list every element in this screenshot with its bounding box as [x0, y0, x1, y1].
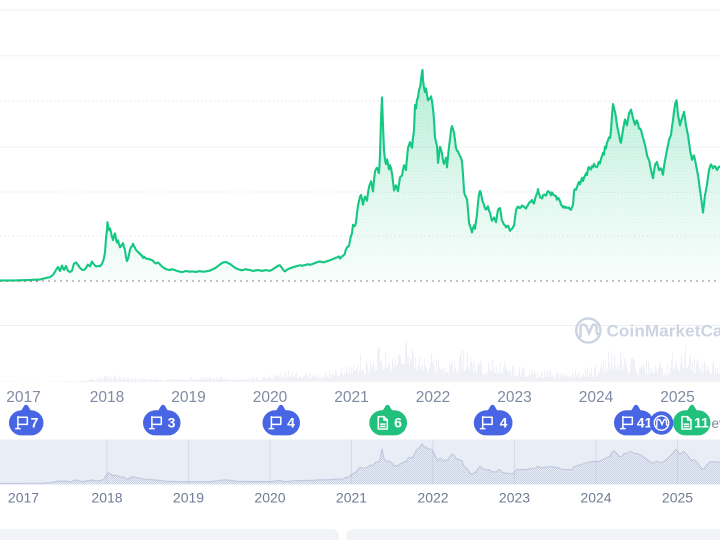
- svg-text:2023: 2023: [499, 490, 530, 506]
- svg-text:3: 3: [168, 415, 176, 431]
- svg-text:2024: 2024: [579, 389, 614, 406]
- svg-text:2017: 2017: [8, 490, 39, 506]
- svg-text:7: 7: [31, 415, 39, 431]
- svg-text:ev: ev: [712, 416, 720, 431]
- svg-text:2025: 2025: [662, 490, 693, 506]
- svg-text:4: 4: [287, 415, 295, 431]
- svg-text:CoinMarketCap: CoinMarketCap: [607, 322, 720, 341]
- svg-text:2021: 2021: [334, 389, 368, 406]
- svg-text:2020: 2020: [254, 490, 285, 506]
- svg-text:2023: 2023: [497, 389, 531, 406]
- svg-text:41: 41: [637, 415, 653, 431]
- svg-text:2020: 2020: [253, 389, 288, 406]
- svg-text:2017: 2017: [6, 389, 40, 406]
- svg-text:2024: 2024: [580, 490, 611, 506]
- svg-text:6: 6: [394, 415, 402, 431]
- svg-text:2018: 2018: [91, 490, 122, 506]
- svg-text:2019: 2019: [173, 490, 204, 506]
- svg-text:2022: 2022: [416, 389, 450, 406]
- svg-text:2021: 2021: [336, 490, 367, 506]
- svg-text:2022: 2022: [417, 490, 448, 506]
- svg-text:11: 11: [694, 415, 709, 431]
- svg-text:4: 4: [500, 415, 508, 431]
- svg-text:2019: 2019: [171, 389, 205, 406]
- svg-text:2025: 2025: [660, 389, 694, 406]
- svg-text:2018: 2018: [90, 389, 124, 406]
